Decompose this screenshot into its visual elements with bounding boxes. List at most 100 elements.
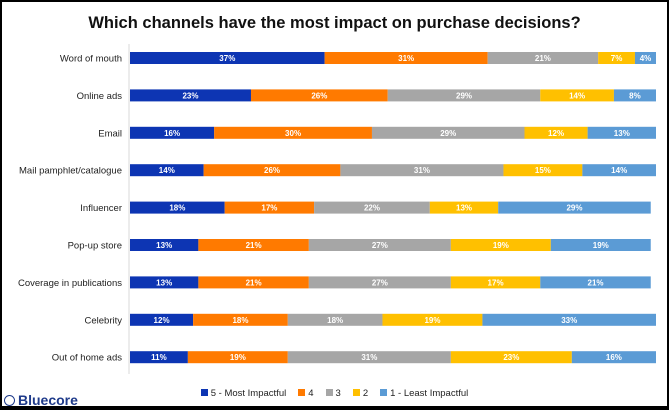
bar-segment (587, 126, 656, 139)
bar-segment (382, 313, 483, 326)
legend-swatch (380, 389, 388, 396)
data-label: 19% (424, 316, 440, 325)
data-label: 27% (372, 278, 388, 287)
data-label: 31% (361, 353, 377, 362)
data-label: 8% (629, 91, 641, 100)
bar-segment (250, 89, 388, 102)
legend-label: 2 (362, 388, 369, 399)
data-label: 37% (219, 54, 235, 63)
y-tick-label: Celebrity (85, 315, 123, 326)
bar-segment (571, 351, 656, 364)
data-label: 18% (327, 316, 343, 325)
data-label: 27% (372, 241, 388, 250)
bar-segment (198, 239, 309, 251)
bar-segment (130, 126, 215, 139)
data-label: 18% (169, 204, 185, 213)
chart-title: Which channels have the most impact on p… (88, 14, 581, 32)
data-label: 33% (561, 316, 577, 325)
legend-item: 2 (352, 388, 369, 399)
data-label: 14% (569, 91, 585, 100)
legend-item: 3 (325, 388, 341, 399)
legend-swatch (298, 389, 306, 396)
legend-label: 3 (335, 388, 341, 399)
data-label: 19% (230, 353, 246, 362)
bar-segment (214, 126, 372, 139)
bar-segment (450, 276, 541, 289)
legend-item: 5 - Most Impactful (200, 388, 286, 399)
data-label: 16% (606, 353, 622, 362)
legend-swatch (325, 389, 333, 396)
y-tick-label: Out of home ads (52, 353, 122, 364)
bar-segment (371, 126, 525, 139)
data-label: 12% (548, 129, 564, 138)
bar-segment (450, 239, 551, 251)
chart-legend: 5 - Most Impactful 4 3 2 1 - Least Impactful (2, 388, 667, 399)
bar-segment (498, 201, 651, 214)
data-label: 4% (640, 54, 652, 63)
bar-segment (130, 201, 225, 214)
bar-segment (482, 313, 656, 326)
legend-label: 1 - Least Impactful (390, 388, 469, 399)
bar-segment (130, 313, 194, 326)
bar-segment (487, 52, 599, 64)
bar-segment (130, 351, 188, 364)
data-label: 21% (588, 278, 604, 287)
brand-logo: Bluecore (4, 392, 78, 408)
bar-segment (387, 89, 541, 102)
data-label: 23% (503, 353, 519, 362)
brand-name: Bluecore (18, 392, 78, 408)
data-label: 19% (593, 241, 609, 250)
bar-segment (524, 126, 588, 139)
data-label: 13% (156, 278, 172, 287)
data-label: 29% (440, 129, 456, 138)
bar-segment (503, 164, 583, 177)
legend-item: 4 (298, 388, 314, 399)
bar-segment (287, 351, 451, 364)
legend-swatch (352, 389, 360, 396)
legend-item: 1 - Least Impactful (380, 388, 468, 399)
data-label: 31% (414, 166, 430, 175)
data-label: 16% (164, 129, 180, 138)
y-tick-label: Pop-up store (68, 241, 122, 252)
bar-segment (187, 351, 288, 364)
bar-segment (582, 164, 656, 177)
y-tick-label: Coverage in publications (18, 278, 122, 289)
data-label: 7% (611, 54, 623, 63)
data-label: 31% (398, 54, 414, 63)
data-label: 23% (182, 91, 198, 100)
legend-swatch (200, 389, 208, 396)
data-label: 29% (456, 91, 472, 100)
data-label: 21% (246, 278, 262, 287)
bar-segment (324, 52, 488, 64)
bar-segment (308, 276, 451, 289)
data-label: 13% (456, 204, 472, 213)
chart-plot: Word of mouth 37% 31% 21% 7% 4% Online ads 23% 2… (18, 44, 656, 374)
data-label: 29% (566, 204, 582, 213)
bar-segment (450, 351, 572, 364)
data-label: 18% (232, 316, 248, 325)
y-tick-label: Online ads (77, 91, 123, 102)
bar-segment (224, 201, 315, 214)
data-label: 12% (154, 316, 170, 325)
data-label: 17% (261, 204, 277, 213)
bar-segment (130, 89, 251, 102)
bar-segment (130, 239, 199, 251)
data-label: 14% (611, 166, 627, 175)
bar-segment (540, 276, 651, 289)
data-label: 15% (535, 166, 551, 175)
bar-segment (308, 239, 451, 251)
bar-segment (340, 164, 504, 177)
data-label: 30% (285, 129, 301, 138)
data-label: 19% (493, 241, 509, 250)
bar-segment (540, 89, 614, 102)
bar-segment (203, 164, 341, 177)
bar-segment (193, 313, 288, 326)
bar-segment (429, 201, 499, 214)
bar-segment (198, 276, 309, 289)
bar-segment (550, 239, 651, 251)
data-label: 14% (159, 166, 175, 175)
data-label: 17% (488, 278, 504, 287)
data-label: 11% (151, 353, 167, 362)
data-label: 21% (246, 241, 262, 250)
bar-segment (598, 52, 635, 64)
